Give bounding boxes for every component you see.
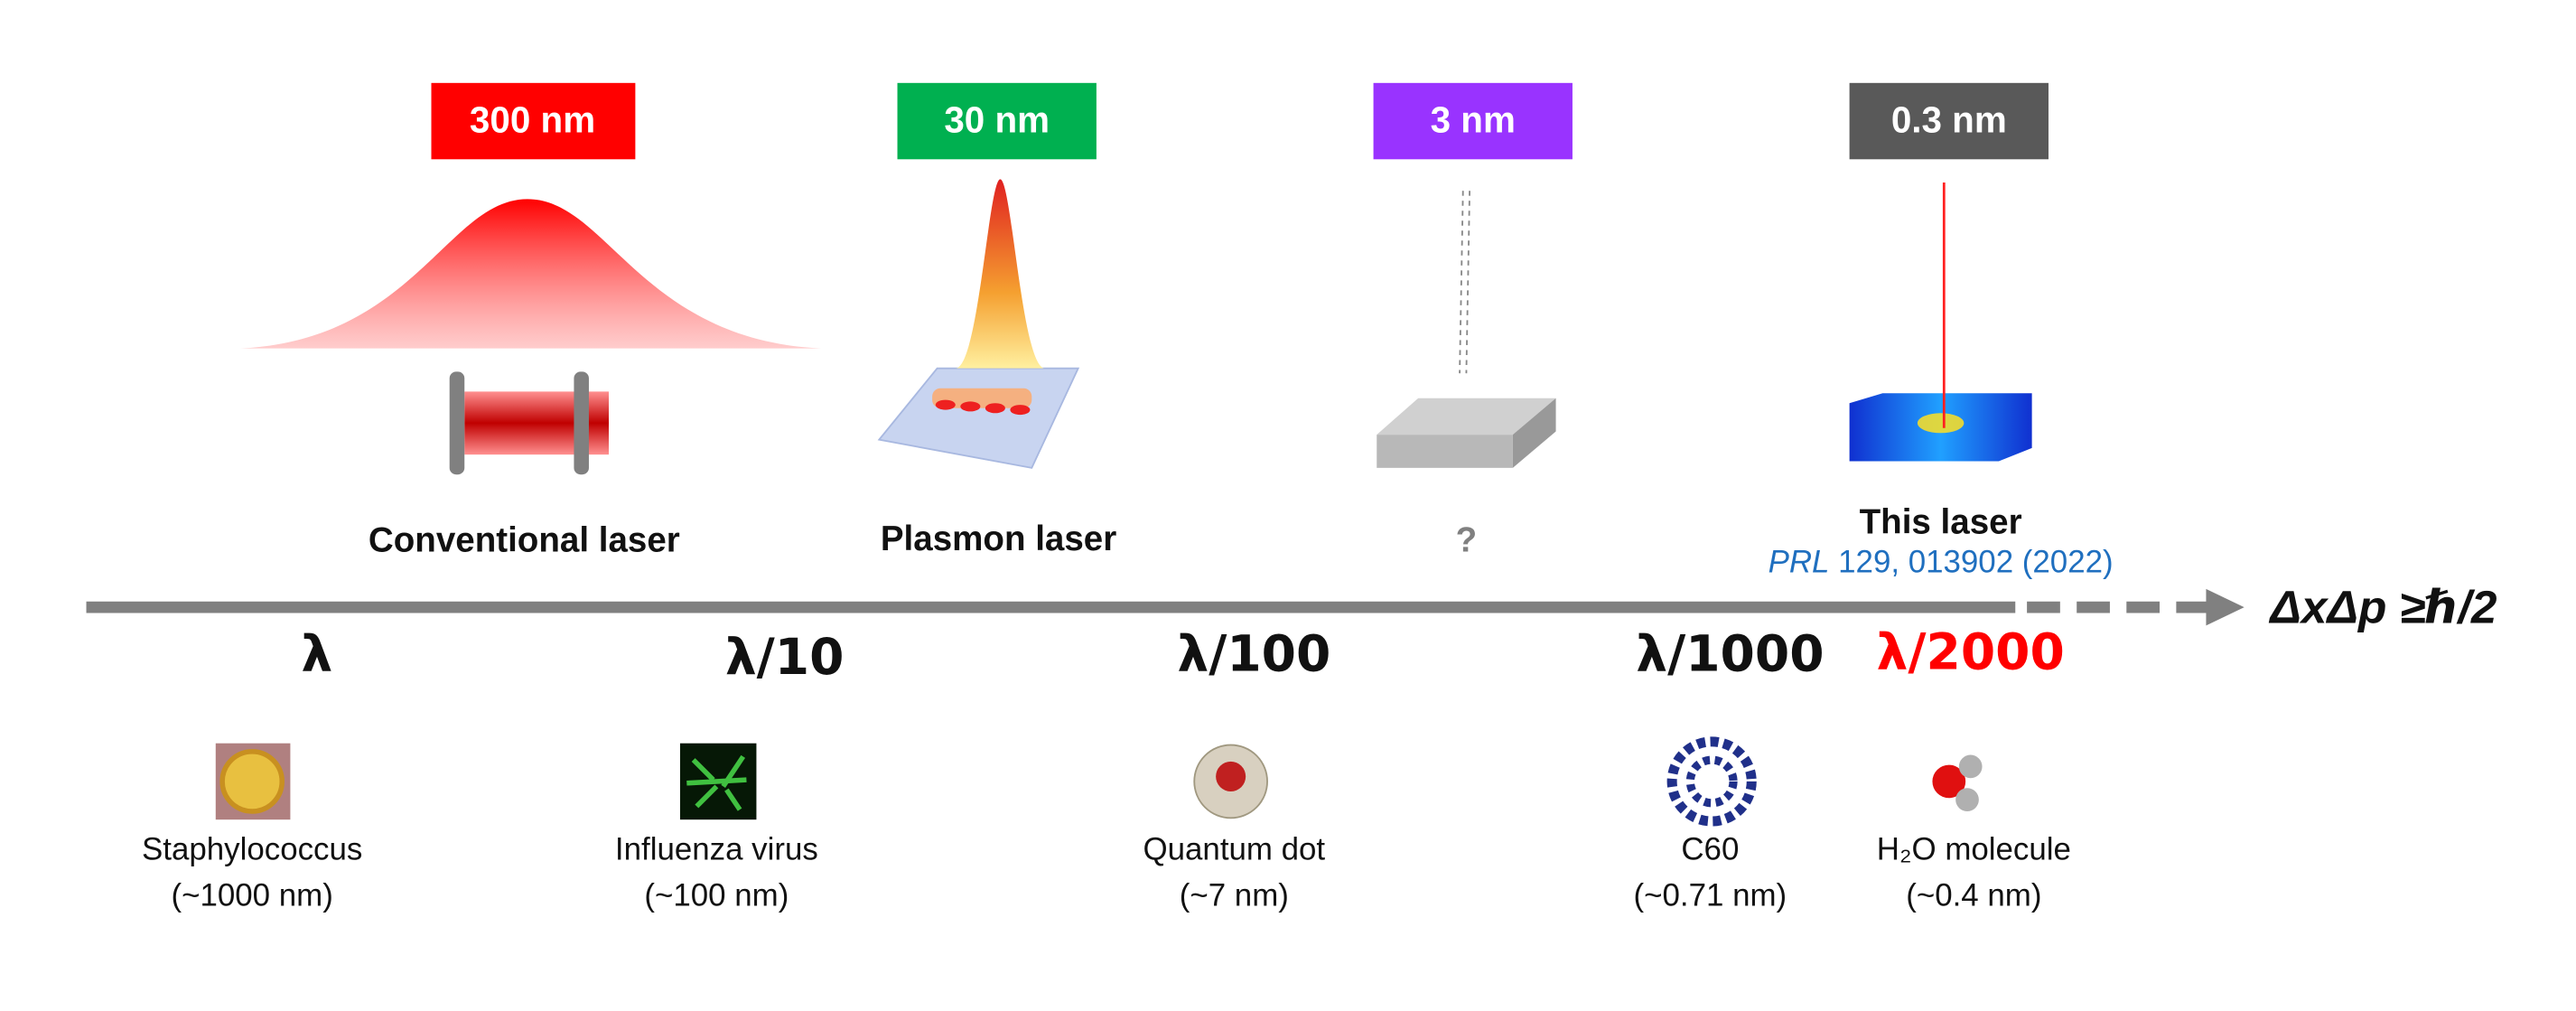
hotspot [1917, 413, 1965, 434]
size-label: 3 nm [1431, 99, 1516, 141]
laser-name: This laser [1860, 502, 2022, 541]
object-size: (~0.4 nm) [1906, 878, 2041, 913]
substrate [877, 367, 1080, 469]
object-size: (~0.71 nm) [1634, 878, 1787, 913]
citation: PRL 129, 013902 (2022) [1769, 545, 2114, 580]
scale-label: λ/100 [1177, 624, 1330, 682]
virus-shapes [686, 754, 747, 811]
size-box [1373, 82, 1573, 160]
object-name: H₂O molecule [1877, 831, 2071, 866]
size-box [1849, 82, 2049, 160]
size-label: 30 nm [944, 99, 1050, 141]
gaussian-profile [240, 199, 822, 349]
arrow-head [2206, 588, 2245, 626]
field-peak [955, 179, 1045, 369]
quantum-dot-core [1216, 761, 1246, 791]
mirror [449, 371, 465, 475]
c60-icon [1666, 736, 1757, 827]
object-name: Influenza virus [615, 831, 818, 866]
scale-label: λ/10 [725, 628, 845, 686]
size-box [431, 82, 636, 160]
object-name: Staphylococcus [142, 831, 362, 866]
block-front [1377, 435, 1513, 468]
size-label: 0.3 nm [1891, 99, 2007, 141]
c60-inner [1685, 755, 1738, 808]
laser-name: ? [1456, 521, 1478, 560]
nanowire [932, 388, 1032, 408]
scale-label: λ/1000 [1636, 624, 1824, 682]
size-label: 300 nm [470, 99, 595, 141]
hydrogen-atom [1955, 788, 1979, 811]
scale-label: λ/2000 [1877, 623, 2065, 680]
size-box [897, 82, 1097, 160]
hotspots [935, 399, 1031, 416]
uncertainty-formula: ΔxΔp ≥ℏ/2 [2268, 580, 2497, 632]
scale-label: λ [301, 624, 332, 682]
reference: 129, 013902 (2022) [1838, 545, 2113, 580]
laser-name: Conventional laser [369, 521, 680, 560]
object-size: (~1000 nm) [172, 878, 333, 913]
hydrogen-atom [1958, 754, 1983, 779]
object-name: Quantum dot [1143, 831, 1326, 866]
block-top [1377, 398, 1556, 435]
object-size: (~100 nm) [644, 878, 789, 913]
object-name: C60 [1681, 831, 1739, 866]
mirror [574, 371, 589, 475]
journal: PRL [1769, 545, 1830, 580]
laser-name: Plasmon laser [881, 520, 1116, 558]
staphylococcus-cell [219, 749, 285, 814]
block-side [1512, 398, 1556, 468]
object-size: (~7 nm) [1180, 878, 1289, 913]
oxygen-atom [1932, 764, 1966, 799]
dashed-peak [1459, 191, 1471, 374]
